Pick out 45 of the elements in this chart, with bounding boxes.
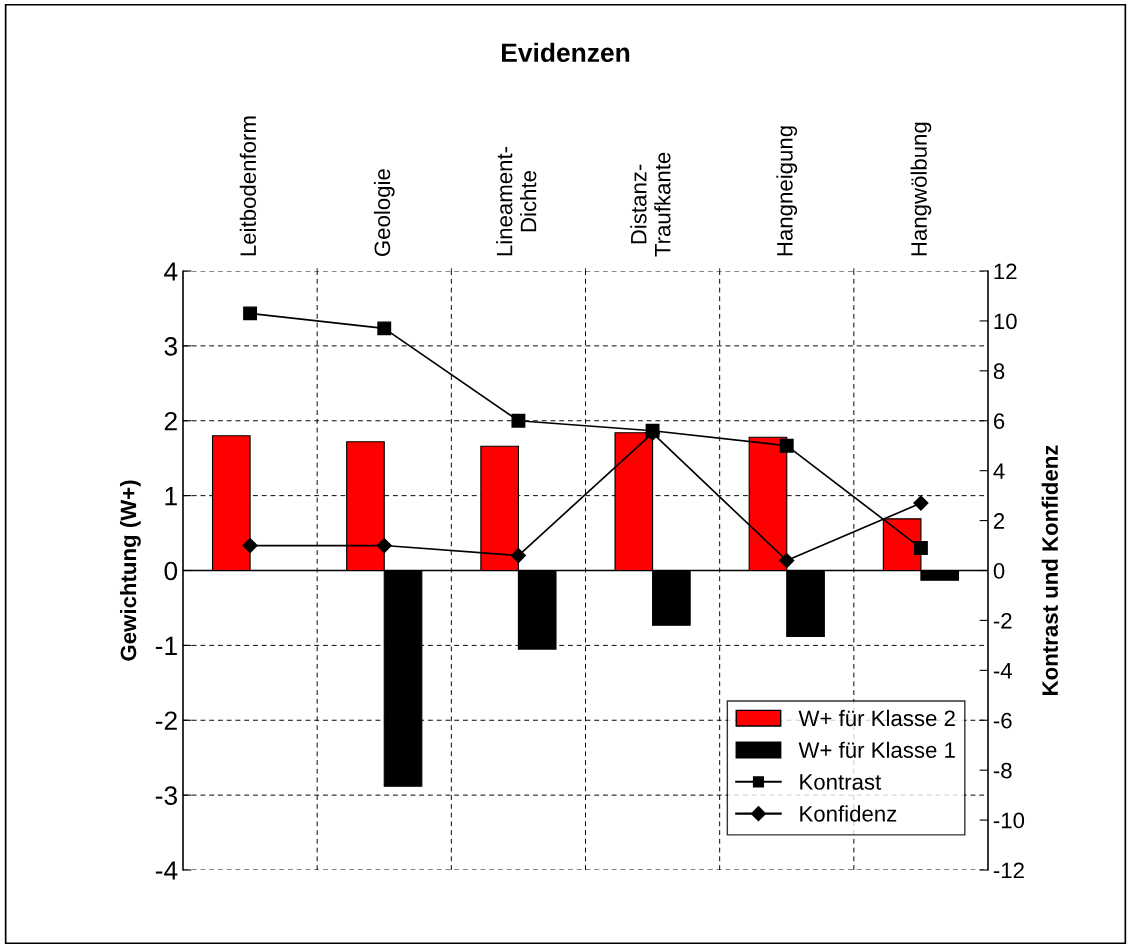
- y2-tick-label: -8: [993, 762, 1012, 779]
- x-tick-label: Leitbodenform: [239, 116, 257, 256]
- legend-label: W+ für Klasse 2: [798, 709, 955, 727]
- x-tick-label: Hangwölbung: [910, 122, 932, 256]
- x-tick-label: Lineament- Dichte: [496, 146, 537, 256]
- chart-title: Evidenzen: [502, 42, 630, 63]
- point: [510, 547, 526, 564]
- point: [913, 495, 929, 511]
- y2-tick-label: -2: [993, 612, 1012, 629]
- y2-axis-title: Kontrast und Konfidenz: [1041, 445, 1058, 695]
- point: [913, 541, 928, 555]
- point: [243, 306, 258, 321]
- y-axis-title: Gewichtung (W+): [119, 480, 141, 661]
- legend-label: Kontrast: [800, 774, 882, 790]
- y-tick-label: 4: [164, 262, 178, 281]
- point: [511, 413, 526, 428]
- point: [377, 321, 392, 336]
- y2-tick-label: 4: [993, 463, 1005, 479]
- y2-tick-label: 6: [993, 413, 1005, 430]
- x-tick-label: Distanz- Traufkante: [630, 152, 671, 257]
- y-tick-label: 0: [164, 561, 178, 581]
- point: [779, 552, 795, 569]
- y2-tick-label: 8: [993, 363, 1005, 380]
- y2-tick-label: -10: [993, 812, 1025, 829]
- y-tick-label: -4: [155, 861, 178, 880]
- legend-label: W+ für Klasse 1: [798, 741, 955, 758]
- x-tick-label: Hangneigung: [776, 126, 798, 256]
- y-tick-label: -2: [155, 711, 177, 730]
- point: [242, 537, 258, 554]
- point: [376, 537, 392, 554]
- y2-tick-label: 10: [994, 313, 1017, 330]
- y2-tick-label: 2: [993, 513, 1005, 529]
- y2-tick-label: -4: [993, 663, 1012, 679]
- y-tick-label: 1: [165, 487, 177, 506]
- x-tick-label: Geologie: [373, 169, 395, 256]
- y-tick-label: 3: [164, 337, 177, 356]
- legend-label: Konfidenz: [800, 805, 897, 822]
- y-tick-label: -1: [155, 636, 177, 655]
- y2-tick-label: -6: [993, 712, 1012, 729]
- y-tick-label: 2: [164, 411, 177, 431]
- point: [779, 438, 794, 453]
- y2-tick-label: 0: [993, 563, 1005, 579]
- y2-tick-label: -12: [993, 862, 1024, 879]
- y2-tick-label: 12: [994, 263, 1017, 280]
- y-tick-label: -3: [155, 786, 177, 805]
